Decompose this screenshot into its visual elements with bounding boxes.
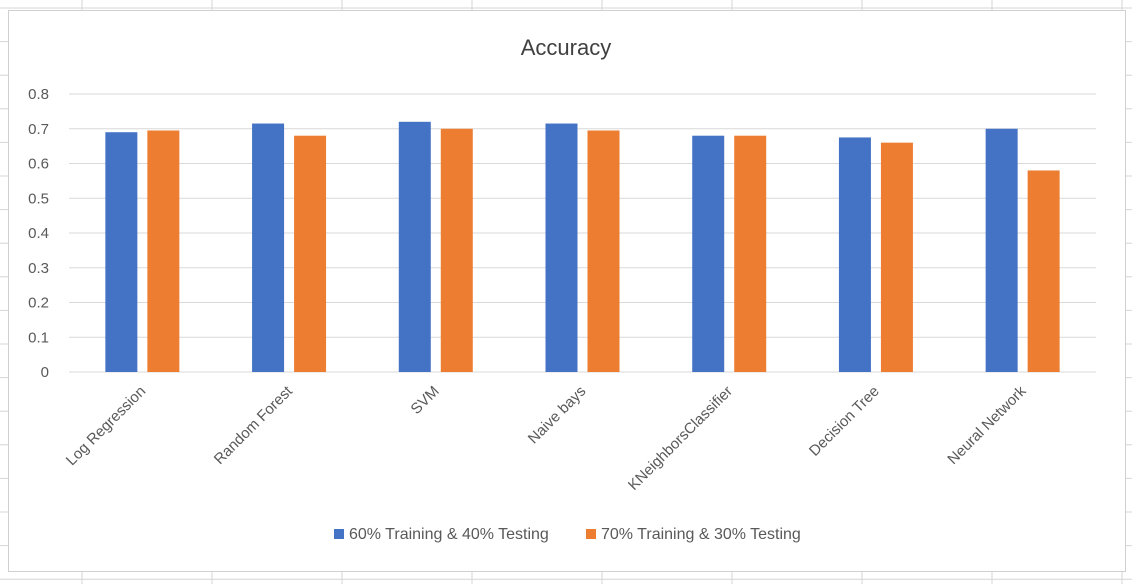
- y-tick-label: 0.7: [28, 121, 49, 138]
- x-tick-label: Neural Network: [944, 382, 1029, 467]
- y-axis-ticks: 0 0.1 0.2 0.3 0.4 0.5 0.6 0.7 0.8: [28, 86, 49, 381]
- bar-series-2[interactable]: [1027, 170, 1060, 372]
- bar-series-2[interactable]: [294, 135, 327, 372]
- y-tick-label: 0.4: [28, 225, 49, 242]
- bar-series-1[interactable]: [105, 132, 138, 372]
- bar-series-2[interactable]: [734, 135, 767, 372]
- bar-series-1[interactable]: [545, 123, 578, 372]
- x-tick-label: Random Forest: [211, 382, 297, 468]
- gridlines: [69, 93, 1096, 373]
- x-tick-label: Log Regression: [63, 383, 149, 469]
- legend-label[interactable]: 60% Training & 40% Testing: [349, 526, 549, 543]
- bar-chart: Accuracy 0 0.1 0.2 0.3 0.4 0.5 0.6 0.7 0.8 Log R…: [28, 35, 1096, 543]
- y-tick-label: 0.1: [28, 329, 49, 346]
- legend-swatch: [586, 529, 596, 539]
- chart-area[interactable]: Accuracy 0 0.1 0.2 0.3 0.4 0.5 0.6 0.7 0.8 Log R…: [8, 10, 1126, 572]
- x-tick-label: SVM: [408, 383, 443, 418]
- y-tick-label: 0: [41, 364, 49, 381]
- bar-series-1[interactable]: [985, 128, 1018, 372]
- legend-label[interactable]: 70% Training & 30% Testing: [601, 526, 801, 543]
- y-tick-label: 0.3: [28, 260, 49, 277]
- bar-series-2[interactable]: [440, 128, 473, 372]
- y-tick-label: 0.5: [28, 190, 49, 207]
- x-axis-ticks: Log Regression Random Forest SVM Naive bays…: [63, 382, 1030, 494]
- x-tick-label: Naive bays: [525, 383, 589, 447]
- bar-series-1[interactable]: [398, 121, 431, 372]
- legend-swatch: [334, 529, 344, 539]
- y-tick-label: 0.6: [28, 156, 49, 173]
- x-tick-label: Decision Tree: [806, 383, 883, 460]
- y-tick-label: 0.2: [28, 295, 49, 312]
- bar-series-2[interactable]: [880, 142, 913, 372]
- y-tick-label: 0.8: [28, 86, 49, 103]
- bar-series-1[interactable]: [692, 135, 725, 372]
- bar-series-2[interactable]: [147, 130, 180, 372]
- bar-series-1[interactable]: [252, 123, 285, 372]
- bar-series-1[interactable]: [838, 137, 871, 372]
- legend[interactable]: 60% Training & 40% Testing 70% Training &…: [334, 526, 801, 543]
- bar-series-2[interactable]: [587, 130, 620, 372]
- chart-title: Accuracy: [521, 35, 611, 60]
- bars: [105, 121, 1060, 372]
- x-tick-label: KNeighborsClassifier: [625, 383, 736, 494]
